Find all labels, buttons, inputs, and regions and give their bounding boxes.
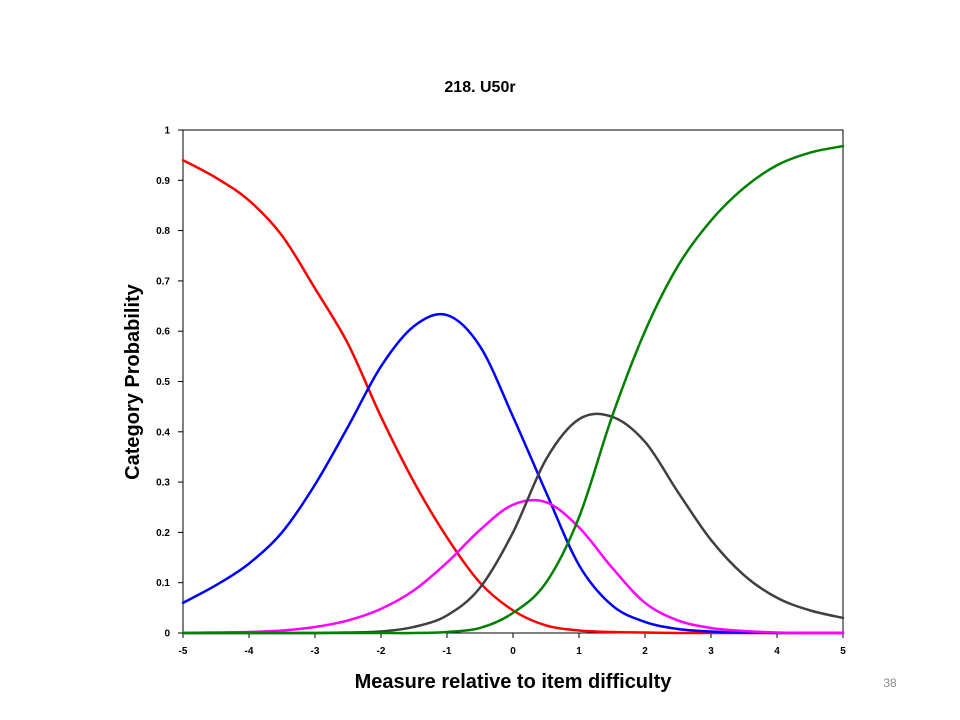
x-tick-label: -2 xyxy=(377,646,386,657)
x-tick-label: -1 xyxy=(443,646,452,657)
y-tick-label: 1 xyxy=(164,126,170,137)
y-tick-label: 0.8 xyxy=(156,226,170,237)
x-tick-label: 1 xyxy=(576,646,582,657)
y-tick-label: 0.7 xyxy=(156,276,170,287)
y-axis-title: Category Probability xyxy=(122,283,144,479)
x-tick-label: -5 xyxy=(179,646,188,657)
y-tick-label: 0.4 xyxy=(156,427,170,438)
x-tick-label: 4 xyxy=(774,646,780,657)
x-axis-title: Measure relative to item difficulty xyxy=(355,671,673,693)
series-line-3 xyxy=(181,498,845,635)
page-number: 38 xyxy=(883,676,897,690)
x-tick-label: 5 xyxy=(840,646,846,657)
series-line-1 xyxy=(181,158,845,635)
y-tick-label: 0.1 xyxy=(156,578,170,589)
y-axis: 0 0.1 0.2 0.3 0.4 0.5 0.6 0.7 0.8 0.9 1 xyxy=(156,126,183,640)
series-layer xyxy=(181,144,845,635)
series-line-4 xyxy=(181,412,845,635)
y-tick-label: 0 xyxy=(164,629,170,640)
series-line-2 xyxy=(181,312,845,635)
x-tick-label: 3 xyxy=(708,646,714,657)
series-line-5 xyxy=(181,144,845,635)
x-tick-label: 2 xyxy=(642,646,648,657)
y-tick-label: 0.2 xyxy=(156,528,170,539)
y-tick-label: 0.3 xyxy=(156,478,170,489)
x-tick-label: 0 xyxy=(510,646,516,657)
x-tick-label: -3 xyxy=(311,646,320,657)
plot-frame xyxy=(182,129,844,634)
y-tick-label: 0.6 xyxy=(156,327,170,338)
x-tick-label: -4 xyxy=(245,646,254,657)
chart-title: 218. U50r xyxy=(444,79,515,96)
y-tick-label: 0.5 xyxy=(156,377,170,388)
x-axis: -5 -4 -3 -2 -1 0 1 2 3 4 5 xyxy=(179,633,846,657)
y-tick-label: 0.9 xyxy=(156,176,170,187)
